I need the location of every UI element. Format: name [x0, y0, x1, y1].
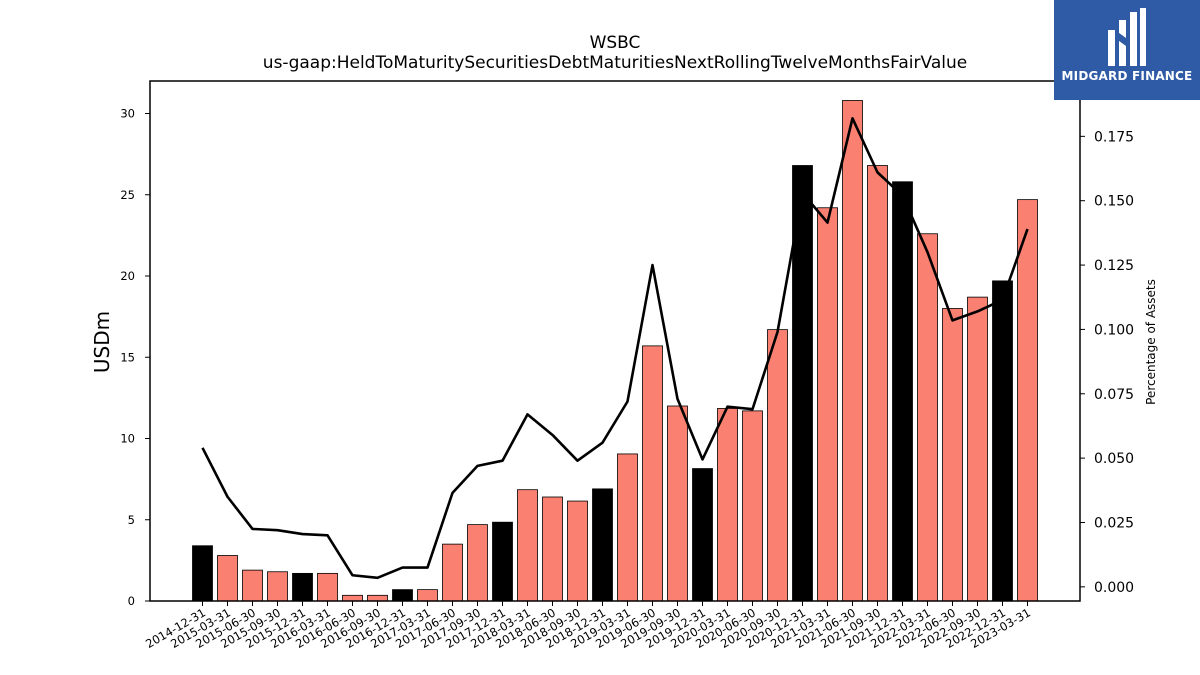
bar — [267, 571, 288, 602]
y-axis-right-label: Percentage of Assets — [1144, 279, 1158, 405]
y-tick-label: 30 — [120, 107, 135, 121]
bar — [692, 468, 713, 602]
bar — [717, 408, 738, 602]
bar — [867, 165, 888, 602]
bar — [892, 181, 913, 602]
bar — [842, 100, 863, 602]
bar — [817, 207, 838, 602]
y-tick-label: 0 — [128, 594, 135, 608]
bar — [567, 500, 588, 602]
bar — [917, 233, 938, 602]
bar — [642, 345, 663, 602]
bar — [467, 524, 488, 602]
plot-area: 0 5 10 15 20 25 30 0.000 0.025 0.050 0.075 0.100 0.1… — [120, 100, 1134, 651]
midgard-logo-icon — [1108, 8, 1146, 66]
y-right-tick-label: 0.100 — [1094, 322, 1134, 338]
bar — [392, 589, 413, 602]
y-right-tick-label: 0.125 — [1094, 258, 1134, 274]
bar — [967, 296, 988, 602]
plot-frame — [149, 80, 1081, 602]
bar — [242, 569, 263, 602]
y-right-tick-label: 0.000 — [1094, 580, 1134, 596]
bar — [592, 488, 613, 602]
y-tick-label: 5 — [128, 513, 135, 527]
series-line — [201, 117, 1029, 580]
bar — [992, 280, 1013, 602]
bar — [742, 410, 763, 602]
bar — [342, 594, 363, 602]
bar — [367, 594, 388, 602]
bar — [192, 545, 213, 602]
bar — [767, 329, 788, 602]
brand-logo: MIDGARD FINANCE — [1054, 0, 1200, 100]
y-tick-label: 20 — [120, 269, 135, 283]
bar — [542, 496, 563, 602]
bar — [1017, 199, 1038, 602]
y-right-tick-label: 0.075 — [1094, 387, 1134, 403]
bar — [317, 572, 338, 602]
y-right-tick-label: 0.025 — [1094, 515, 1134, 531]
y-tick-label: 10 — [120, 432, 135, 446]
y-tick-label: 25 — [120, 188, 135, 202]
bar — [942, 308, 963, 602]
y-tick-label: 15 — [120, 350, 135, 364]
bar — [217, 555, 238, 602]
y-axis-label: USDm — [90, 311, 114, 373]
chart-title: WSBC — [590, 33, 641, 53]
bar — [517, 489, 538, 602]
y-right-tick-label: 0.175 — [1094, 129, 1134, 145]
chart-subtitle: us-gaap:HeldToMaturitySecuritiesDebtMatu… — [263, 53, 967, 73]
bar — [442, 543, 463, 602]
bar — [667, 405, 688, 602]
bar — [492, 521, 513, 602]
bar — [292, 572, 313, 602]
brand-name: MIDGARD FINANCE — [1061, 69, 1193, 83]
y-right-tick-label: 0.150 — [1094, 194, 1134, 210]
bar — [417, 589, 438, 602]
y-right-tick-label: 0.050 — [1094, 451, 1134, 467]
bar — [617, 453, 638, 602]
